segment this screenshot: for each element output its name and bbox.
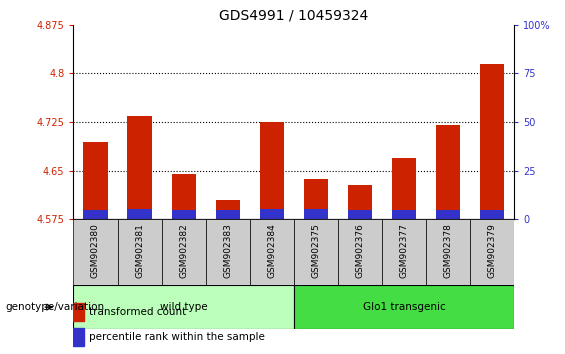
Bar	[216, 200, 240, 219]
Text: genotype/variation: genotype/variation	[6, 302, 105, 312]
Bar	[348, 185, 372, 219]
Bar	[294, 285, 514, 329]
Bar	[426, 219, 470, 285]
Text: GSM902376: GSM902376	[355, 223, 364, 278]
Bar	[84, 142, 107, 219]
Bar	[436, 125, 460, 219]
Text: GSM902381: GSM902381	[135, 223, 144, 278]
Bar	[73, 285, 294, 329]
Bar	[128, 209, 151, 219]
Bar	[162, 219, 206, 285]
Text: GSM902382: GSM902382	[179, 223, 188, 278]
Bar	[338, 219, 382, 285]
Bar	[118, 219, 162, 285]
Text: Glo1 transgenic: Glo1 transgenic	[363, 302, 445, 312]
Bar	[172, 174, 195, 219]
Bar	[348, 210, 372, 219]
Bar	[128, 116, 151, 219]
Bar	[216, 210, 240, 219]
Bar	[382, 219, 426, 285]
Bar	[73, 219, 118, 285]
Text: GSM902377: GSM902377	[399, 223, 408, 278]
Bar	[392, 158, 416, 219]
Bar	[294, 219, 338, 285]
Text: GSM902383: GSM902383	[223, 223, 232, 278]
Bar	[436, 210, 460, 219]
Bar	[73, 328, 85, 346]
Text: percentile rank within the sample: percentile rank within the sample	[89, 332, 265, 342]
Bar	[73, 303, 85, 321]
Bar	[304, 209, 328, 219]
Text: transformed count: transformed count	[89, 307, 186, 317]
Text: GSM902380: GSM902380	[91, 223, 100, 278]
Text: GSM902375: GSM902375	[311, 223, 320, 278]
Bar	[392, 210, 416, 219]
Text: GSM902379: GSM902379	[488, 223, 497, 278]
Bar	[84, 210, 107, 219]
Bar	[260, 209, 284, 219]
Bar	[172, 210, 195, 219]
Text: GSM902384: GSM902384	[267, 223, 276, 278]
Text: wild type: wild type	[160, 302, 207, 312]
Bar	[480, 210, 504, 219]
Bar	[470, 219, 514, 285]
Text: GSM902378: GSM902378	[444, 223, 453, 278]
Bar	[260, 122, 284, 219]
Title: GDS4991 / 10459324: GDS4991 / 10459324	[219, 8, 368, 22]
Bar	[304, 179, 328, 219]
Bar	[250, 219, 294, 285]
Bar	[480, 64, 504, 219]
Bar	[206, 219, 250, 285]
